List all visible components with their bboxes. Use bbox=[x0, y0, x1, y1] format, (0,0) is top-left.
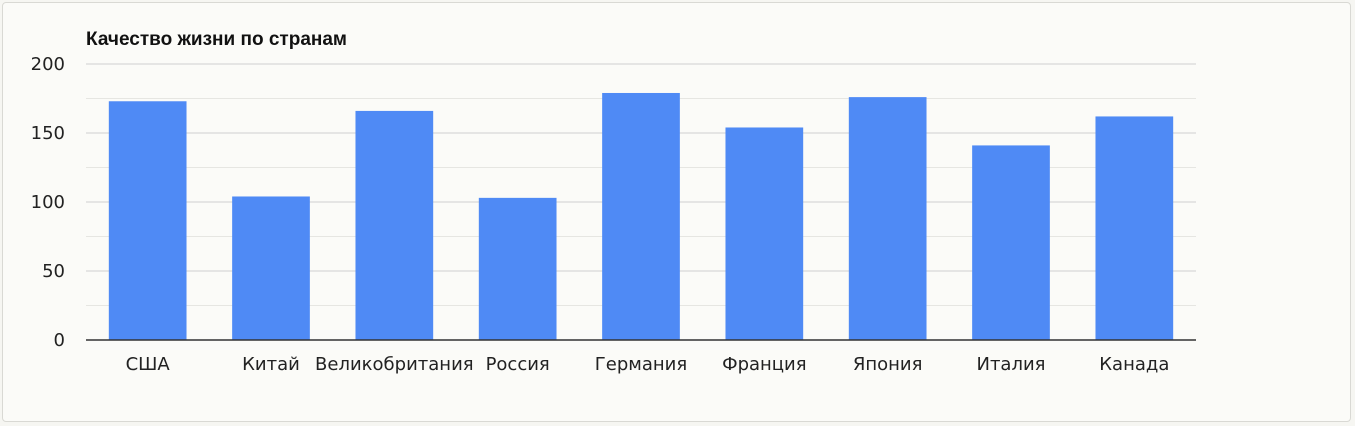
y-tick-label: 0 bbox=[54, 330, 65, 351]
bar-7[interactable] bbox=[848, 97, 927, 341]
x-category-label: Германия bbox=[595, 354, 687, 375]
y-axis-ticks: 0 50 100 150 200 bbox=[31, 54, 65, 351]
bar-8[interactable] bbox=[972, 145, 1050, 340]
x-category-label: Китай bbox=[242, 354, 300, 375]
bar-3[interactable] bbox=[355, 110, 434, 340]
bar-1[interactable] bbox=[108, 101, 187, 340]
bar-5[interactable] bbox=[602, 92, 680, 340]
x-category-label: Италия bbox=[976, 354, 1045, 375]
y-tick-label: 50 bbox=[42, 261, 65, 282]
bars bbox=[108, 92, 1174, 341]
x-category-label: Франция bbox=[722, 354, 807, 375]
x-category-label: Канада bbox=[1099, 354, 1169, 375]
x-axis-labels: США Китай Великобритания Россия Германия Фран… bbox=[126, 354, 1170, 375]
x-category-label: США bbox=[126, 354, 171, 375]
y-tick-label: 200 bbox=[31, 54, 65, 75]
x-category-label: Россия bbox=[486, 354, 550, 375]
bar-6[interactable] bbox=[725, 127, 804, 340]
y-tick-label: 100 bbox=[31, 192, 65, 213]
y-tick-label: 150 bbox=[31, 123, 65, 144]
bar-9[interactable] bbox=[1095, 116, 1174, 340]
chart-title: Качество жизни по странам bbox=[86, 29, 347, 50]
x-category-label: Великобритания bbox=[315, 354, 474, 375]
bar-4[interactable] bbox=[478, 197, 557, 340]
x-category-label: Япония bbox=[853, 354, 923, 375]
bar-2[interactable] bbox=[232, 196, 310, 340]
